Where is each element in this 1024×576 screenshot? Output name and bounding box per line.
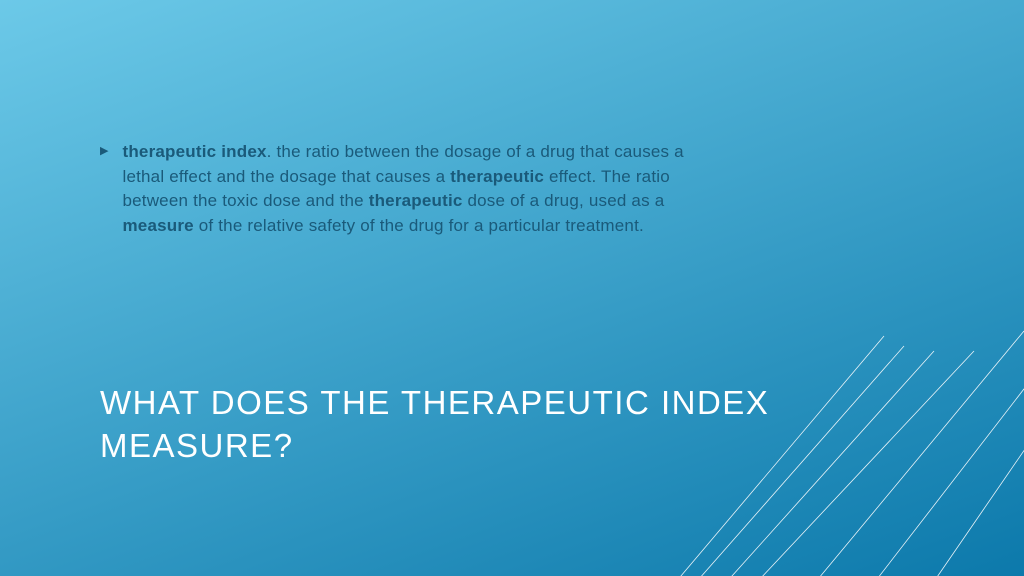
body-content: ▶ therapeutic index. the ratio between t…: [100, 140, 720, 239]
slide-title: WHAT DOES THE THERAPEUTIC INDEX MEASURE?: [100, 382, 800, 468]
text-run: dose of a drug, used as a: [463, 191, 665, 210]
bullet-item: ▶ therapeutic index. the ratio between t…: [100, 140, 720, 239]
triangle-bullet-icon: ▶: [100, 146, 108, 157]
definition-text: therapeutic index. the ratio between the…: [122, 140, 720, 239]
bold-term: therapeutic: [369, 191, 463, 210]
slide: ▶ therapeutic index. the ratio between t…: [0, 0, 1024, 576]
bold-term: therapeutic index: [122, 142, 266, 161]
text-run: of the relative safety of the drug for a…: [194, 216, 644, 235]
bold-term: therapeutic: [450, 167, 544, 186]
bold-term: measure: [122, 216, 193, 235]
